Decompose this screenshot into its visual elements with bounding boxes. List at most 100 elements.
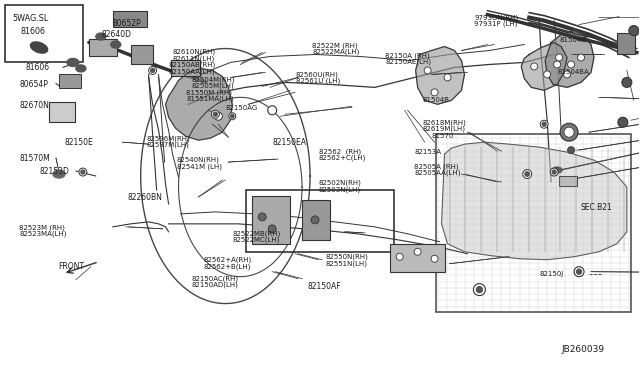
Text: 82150AF: 82150AF [307, 282, 341, 291]
Circle shape [523, 170, 532, 179]
Bar [252, 196, 290, 244]
Polygon shape [442, 142, 627, 260]
Text: 82150AA(LH): 82150AA(LH) [168, 68, 215, 75]
Text: 82522MB(RH): 82522MB(RH) [232, 230, 280, 237]
Text: 82150AE(LH): 82150AE(LH) [385, 59, 431, 65]
Circle shape [211, 110, 220, 118]
Text: 82562+A(RH): 82562+A(RH) [204, 257, 252, 263]
Text: JB260039: JB260039 [561, 345, 604, 354]
Polygon shape [545, 31, 594, 87]
Circle shape [230, 115, 234, 118]
Circle shape [543, 71, 550, 78]
Text: 82550N(RH): 82550N(RH) [325, 254, 368, 260]
Text: 82523MA(LH): 82523MA(LH) [19, 230, 67, 237]
Text: 82502N(RH): 82502N(RH) [319, 180, 362, 186]
Circle shape [214, 112, 222, 120]
Text: 82150EA: 82150EA [272, 138, 306, 147]
Bar [390, 244, 445, 272]
Polygon shape [415, 46, 465, 104]
Circle shape [577, 269, 582, 274]
Ellipse shape [96, 33, 106, 40]
Text: 82153D: 82153D [40, 167, 69, 176]
Text: 82560U(RH): 82560U(RH) [296, 71, 339, 78]
Circle shape [574, 267, 584, 277]
Ellipse shape [552, 167, 562, 173]
Text: 82522MA(LH): 82522MA(LH) [312, 49, 360, 55]
Bar [246, 190, 394, 252]
Circle shape [564, 71, 571, 78]
Circle shape [396, 253, 403, 260]
Text: 82562+C(LH): 82562+C(LH) [319, 155, 366, 161]
Circle shape [568, 147, 575, 154]
Text: 81551MA(LH): 81551MA(LH) [186, 96, 234, 102]
Circle shape [258, 213, 266, 221]
Bar [559, 176, 577, 186]
Bar [89, 39, 116, 57]
Circle shape [542, 122, 546, 126]
Ellipse shape [111, 41, 121, 48]
Circle shape [79, 168, 87, 176]
Circle shape [431, 89, 438, 96]
Text: 82150A (RH): 82150A (RH) [385, 52, 430, 59]
Circle shape [550, 168, 558, 176]
Text: 82150J: 82150J [540, 271, 564, 277]
Text: 82150AD(LH): 82150AD(LH) [191, 282, 238, 288]
Text: 80654P: 80654P [19, 80, 48, 89]
Polygon shape [521, 42, 567, 90]
Text: 81504B: 81504B [422, 97, 449, 103]
Text: 81570M: 81570M [19, 154, 50, 163]
Text: 82610N(RH): 82610N(RH) [172, 49, 215, 55]
Text: 82503N(LH): 82503N(LH) [319, 186, 361, 193]
Text: 82504M(RH): 82504M(RH) [191, 76, 235, 83]
Bar [302, 200, 330, 240]
Circle shape [564, 127, 574, 137]
Text: 82522M (RH): 82522M (RH) [312, 43, 358, 49]
Text: 82611N(LH): 82611N(LH) [172, 55, 214, 62]
Circle shape [213, 112, 218, 116]
Ellipse shape [67, 58, 79, 67]
Circle shape [414, 248, 421, 255]
Circle shape [444, 74, 451, 81]
Text: 82150AG: 82150AG [226, 105, 258, 111]
Text: 82150AB(RH): 82150AB(RH) [168, 62, 216, 68]
Text: 82551N(LH): 82551N(LH) [325, 260, 367, 267]
Circle shape [431, 255, 438, 262]
Text: FRONT: FRONT [59, 262, 84, 271]
Text: 82505AA(LH): 82505AA(LH) [414, 170, 461, 176]
Circle shape [268, 106, 276, 115]
Bar [113, 11, 147, 26]
Polygon shape [166, 68, 232, 140]
Circle shape [424, 67, 431, 74]
Text: 82522MC(LH): 82522MC(LH) [232, 237, 280, 243]
Text: 82561U (LH): 82561U (LH) [296, 78, 340, 84]
Bar [5, 5, 83, 62]
Text: 82150AC(RH): 82150AC(RH) [191, 275, 238, 282]
Circle shape [311, 216, 319, 224]
Text: 82505M(LH): 82505M(LH) [191, 82, 234, 89]
Circle shape [268, 225, 276, 233]
Text: 82562+B(LH): 82562+B(LH) [204, 263, 252, 270]
Text: 81504B: 81504B [559, 36, 586, 43]
Text: 9793ON(RH): 9793ON(RH) [474, 14, 518, 20]
Circle shape [568, 61, 575, 68]
Text: 81550M (RH): 81550M (RH) [186, 89, 232, 96]
Circle shape [618, 117, 628, 127]
Bar [436, 134, 631, 311]
Circle shape [531, 63, 538, 70]
Ellipse shape [53, 170, 65, 178]
Circle shape [629, 26, 639, 36]
Text: 82523M (RH): 82523M (RH) [19, 224, 65, 231]
Circle shape [229, 113, 236, 120]
Text: 82670N: 82670N [19, 101, 49, 110]
Circle shape [474, 283, 485, 296]
Bar [131, 45, 152, 64]
Text: 82150E: 82150E [65, 138, 93, 147]
Text: 81570: 81570 [431, 132, 454, 139]
Text: 82618M(RH): 82618M(RH) [422, 119, 466, 125]
Text: 81504BA: 81504BA [557, 69, 589, 75]
Text: 82260BN: 82260BN [127, 193, 163, 202]
Text: 81606: 81606 [20, 26, 45, 36]
Bar [49, 102, 75, 122]
Text: 81606: 81606 [26, 63, 49, 72]
Circle shape [476, 286, 483, 293]
